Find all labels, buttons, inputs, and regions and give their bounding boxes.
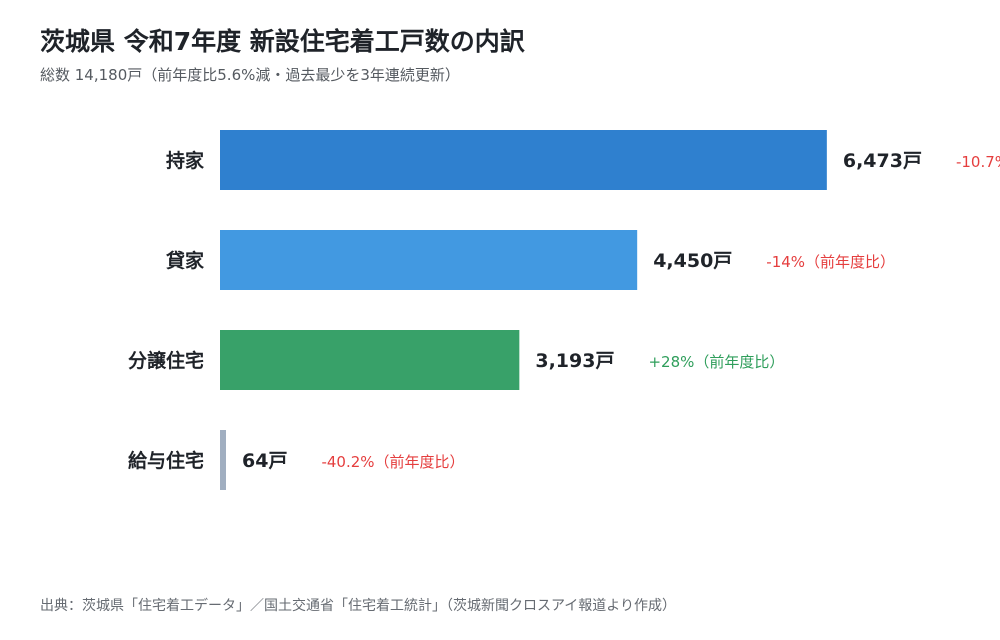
change-label-2: +28%（前年度比） xyxy=(648,353,784,371)
value-label-1: 4,450戸 xyxy=(653,250,732,272)
change-label-1: -14%（前年度比） xyxy=(766,253,895,271)
bar-0 xyxy=(220,130,827,190)
category-label-1: 貸家 xyxy=(165,249,205,272)
category-label-0: 持家 xyxy=(166,149,205,172)
bar-1 xyxy=(220,230,638,290)
bar-chart: 持家 6,473戸 -10.7%（前年度比） 貸家 4,450戸 -14%（前年度比） 分譲… xyxy=(128,130,1000,490)
bar-2 xyxy=(220,330,520,390)
category-label-3: 給与住宅 xyxy=(128,449,204,472)
change-label-3: -40.2%（前年度比） xyxy=(321,453,464,471)
change-label-0: -10.7%（前年度比） xyxy=(956,153,1000,171)
value-label-3: 64戸 xyxy=(242,450,287,472)
chart-subtitle: 総数 14,180戸（前年度比5.6%減・過去最少を3年連続更新） xyxy=(40,66,460,84)
value-label-0: 6,473戸 xyxy=(843,150,922,172)
chart-title: 茨城県 令和7年度 新設住宅着工戸数の内訳 xyxy=(40,27,525,56)
value-label-2: 3,193戸 xyxy=(535,350,614,372)
category-label-2: 分譲住宅 xyxy=(128,349,204,372)
source-note: 出典：茨城県「住宅着工データ」／国土交通省「住宅着工統計」（茨城新聞クロスアイ報… xyxy=(40,598,677,614)
bar-3 xyxy=(220,430,226,490)
